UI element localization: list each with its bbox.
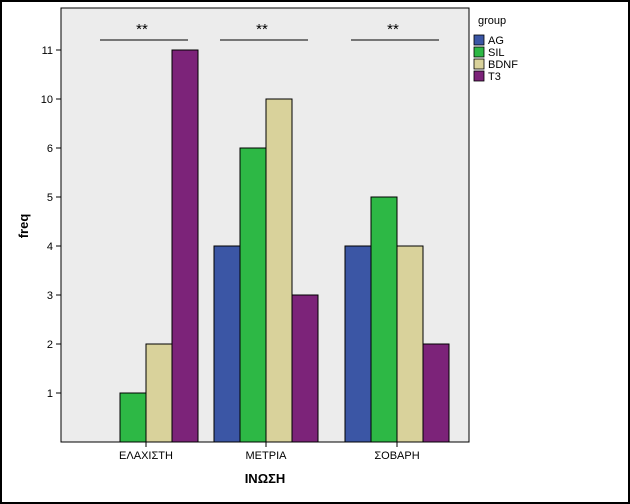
y-tick-label: 2 xyxy=(47,339,53,351)
bar-t3 xyxy=(171,49,199,443)
bar-sil xyxy=(370,196,398,443)
y-tick-label: 3 xyxy=(47,290,53,302)
bar-ag xyxy=(344,245,372,443)
x-tick-label: ΕΛΑΧΙΣΤΗ xyxy=(119,450,173,462)
y-tick-label: 11 xyxy=(42,45,53,57)
y-axis-title: freq xyxy=(16,214,31,239)
significance-label: ** xyxy=(387,21,399,38)
significance-label: ** xyxy=(256,21,268,38)
x-axis: ΕΛΑΧΙΣΤΗ ΜΕΤΡΙΑ ΣΟΒΑΡΗ xyxy=(119,442,420,462)
legend-swatch-sil xyxy=(473,46,485,58)
legend-swatch-bdnf xyxy=(473,58,485,70)
y-tick-label: 4 xyxy=(47,241,53,253)
legend-label-ag: AG xyxy=(488,35,504,47)
bar-bdnf xyxy=(396,245,424,443)
bar-sil xyxy=(239,147,267,443)
significance-markers: ** ** ** xyxy=(100,21,439,41)
legend-label-sil: SIL xyxy=(488,47,505,59)
legend-swatch-ag xyxy=(473,34,485,46)
bar-t3 xyxy=(422,343,450,443)
bars xyxy=(119,49,450,443)
y-axis: 1 2 3 4 5 6 10 11 xyxy=(41,45,61,400)
x-tick-label: ΣΟΒΑΡΗ xyxy=(374,450,419,462)
legend-label-bdnf: BDNF xyxy=(488,59,518,71)
y-tick-label: 6 xyxy=(47,143,53,155)
bar-sil xyxy=(119,392,147,443)
bar-ag xyxy=(213,245,241,443)
significance-label: ** xyxy=(136,21,148,38)
legend-title: group xyxy=(478,15,506,27)
bar-bdnf xyxy=(265,98,293,443)
legend-label-t3: T3 xyxy=(488,71,501,83)
bar-bdnf xyxy=(145,343,173,443)
y-tick-label: 1 xyxy=(47,388,53,400)
y-tick-label: 10 xyxy=(41,94,53,106)
legend-swatch-t3 xyxy=(473,70,485,82)
x-axis-title: ΙΝΩΣΗ xyxy=(245,471,286,486)
x-tick-label: ΜΕΤΡΙΑ xyxy=(246,450,288,462)
bar-t3 xyxy=(291,294,319,443)
y-tick-label: 5 xyxy=(47,192,53,204)
